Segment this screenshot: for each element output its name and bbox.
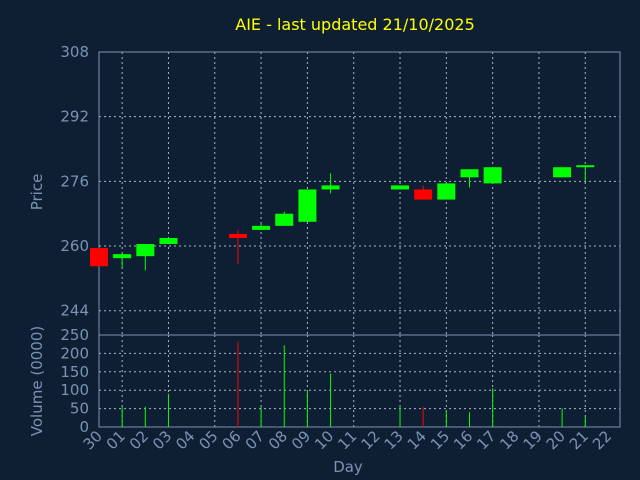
volume-axis-label: Volume (0000) xyxy=(28,326,46,436)
volume-frame xyxy=(98,334,621,428)
chart-title: AIE - last updated 21/10/2025 xyxy=(235,15,475,34)
candle-body xyxy=(391,185,410,190)
candle-body xyxy=(576,165,595,168)
candle-body xyxy=(228,233,247,238)
price-tick-label: 276 xyxy=(60,172,89,190)
candle-body xyxy=(298,189,317,222)
candle-body xyxy=(252,225,271,230)
volume-tick-label: 250 xyxy=(60,326,89,344)
candle-body xyxy=(437,183,456,200)
price-tick-label: 308 xyxy=(60,43,89,61)
price-tick-label: 260 xyxy=(60,237,89,255)
volume-tick-label: 100 xyxy=(60,381,89,399)
price-tick-label: 244 xyxy=(60,302,89,320)
volume-tick-label: 200 xyxy=(60,344,89,362)
volume-panel: 0501001502002503001020304050607080910111… xyxy=(60,326,621,453)
candle-body xyxy=(321,185,340,190)
volume-tick-label: 50 xyxy=(70,400,89,418)
candle-body xyxy=(90,248,108,267)
price-axis-label: Price xyxy=(28,174,46,211)
x-tick-label: 22 xyxy=(589,427,615,453)
candle-body xyxy=(113,254,132,259)
price-frame xyxy=(98,51,621,336)
candle-body xyxy=(136,244,155,257)
price-panel: 244 260 276 292 308 xyxy=(60,43,621,336)
price-tick-label: 292 xyxy=(60,108,89,126)
x-axis-label: Day xyxy=(333,458,363,476)
candle-body xyxy=(414,189,433,200)
candle-body xyxy=(553,167,572,178)
volume-tick-label: 150 xyxy=(60,363,89,381)
candle-body xyxy=(159,237,178,245)
candle-body xyxy=(275,213,294,226)
candle-body xyxy=(460,169,479,178)
candle-body xyxy=(483,167,502,184)
volume-tick-label: 0 xyxy=(79,418,89,436)
